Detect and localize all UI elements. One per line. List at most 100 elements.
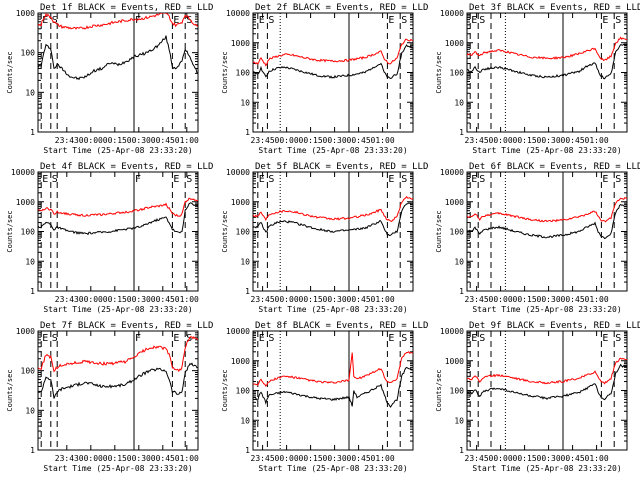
plot-frame xyxy=(37,171,199,292)
chart-title: Det 8f BLACK = Events, RED = LLD xyxy=(255,321,428,331)
series-line-lld xyxy=(467,357,627,385)
x-tick-label: 00:30 xyxy=(537,295,561,304)
y-tick-label: 100 xyxy=(450,387,465,396)
chart-panel-5: Det 5f BLACK = Events, RED = LLD 1 10 100 10… xyxy=(221,162,428,314)
marker-label: S xyxy=(615,174,621,185)
x-tick-label: 00:15 xyxy=(513,295,537,304)
marker-label: E xyxy=(388,15,394,26)
y-axis-label: Counts/sec xyxy=(435,51,443,93)
chart-title: Det 7f BLACK = Events, RED = LLD xyxy=(40,321,213,331)
x-tick-label: 00:30 xyxy=(127,295,151,304)
series-line-events xyxy=(38,202,198,236)
marker-label: S xyxy=(401,15,407,26)
x-tick-label: 00:30 xyxy=(323,136,347,145)
y-tick-label: 10 xyxy=(25,257,35,266)
marker-label: E xyxy=(259,333,265,344)
y-tick-label: 1 xyxy=(459,287,464,296)
x-tick-label: 01:00 xyxy=(175,295,199,304)
series-line-lld xyxy=(467,36,627,62)
chart-title: Det 3f BLACK = Events, RED = LLD xyxy=(469,3,640,13)
y-tick-label: 10000 xyxy=(226,9,250,18)
series-line-lld xyxy=(253,38,413,67)
chart-panel-3: Det 3f BLACK = Events, RED = LLD 1 10 100 10… xyxy=(435,3,640,155)
marker-label: S xyxy=(479,333,485,344)
x-tick-label: 00:00 xyxy=(275,454,299,463)
series-line-events xyxy=(253,44,413,80)
x-tick-label: 00:45 xyxy=(347,136,371,145)
x-tick-label: 23:45 xyxy=(251,295,275,304)
y-tick-label: 10 xyxy=(25,88,35,97)
series-line-lld xyxy=(38,335,198,373)
x-tick-label: 00:00 xyxy=(275,295,299,304)
chart-panel-6: Det 6f BLACK = Events, RED = LLD 1 10 100 10… xyxy=(435,162,640,314)
y-tick-label: 10000 xyxy=(440,168,464,177)
plot-frame xyxy=(37,330,199,451)
marker-label: S xyxy=(615,333,621,344)
y-tick-label: 100 xyxy=(236,69,251,78)
x-tick-label: 23:45 xyxy=(465,136,489,145)
plot-frame xyxy=(252,12,414,133)
y-tick-label: 100 xyxy=(21,49,36,58)
marker-label: S xyxy=(401,333,407,344)
y-axis-label: Counts/sec xyxy=(6,369,14,411)
chart-panel-1: Det 1f BLACK = Events, RED = LLD 1 10 100 10… xyxy=(6,3,213,155)
y-tick-label: 1 xyxy=(30,128,35,137)
y-tick-label: 1 xyxy=(459,446,464,455)
y-tick-label: 1 xyxy=(30,446,35,455)
x-tick-label: 01:00 xyxy=(371,295,395,304)
x-tick-label: 01:00 xyxy=(585,295,609,304)
marker-label: E xyxy=(602,174,608,185)
marker-label: E xyxy=(42,333,48,344)
y-tick-label: 1000 xyxy=(16,9,35,18)
y-tick-label: 100 xyxy=(450,228,465,237)
x-tick-label: 01:00 xyxy=(371,136,395,145)
series-line-events xyxy=(467,203,627,240)
y-axis-label: Counts/sec xyxy=(221,51,229,93)
x-tick-label: 23:45 xyxy=(251,454,275,463)
x-tick-label: 00:00 xyxy=(489,295,513,304)
y-tick-label: 1 xyxy=(459,128,464,137)
x-tick-label: 01:00 xyxy=(371,454,395,463)
x-tick-label: 00:00 xyxy=(489,136,513,145)
x-tick-label: 00:15 xyxy=(299,136,323,145)
y-tick-label: 10000 xyxy=(226,327,250,336)
y-tick-label: 1000 xyxy=(231,198,250,207)
series-line-events xyxy=(38,35,198,81)
marker-label: E xyxy=(173,174,179,185)
marker-label: S xyxy=(186,15,192,26)
x-tick-label: 23:43 xyxy=(55,295,79,304)
marker-label: S xyxy=(479,174,485,185)
y-tick-label: 1000 xyxy=(16,327,35,336)
series-line-events xyxy=(253,366,413,408)
plot-frame xyxy=(252,330,414,451)
series-line-events xyxy=(467,363,627,401)
y-axis-label: Counts/sec xyxy=(221,210,229,252)
series-line-lld xyxy=(253,195,413,222)
marker-label: E xyxy=(259,15,265,26)
y-tick-label: 10000 xyxy=(440,9,464,18)
y-tick-label: 10000 xyxy=(11,168,35,177)
y-tick-label: 100 xyxy=(21,228,36,237)
x-axis-label: Start Time (25-Apr-08 23:33:20) xyxy=(258,146,407,155)
x-tick-label: 00:00 xyxy=(489,454,513,463)
x-tick-label: 23:45 xyxy=(465,295,489,304)
y-tick-label: 1 xyxy=(30,287,35,296)
x-tick-label: 00:45 xyxy=(347,454,371,463)
x-tick-label: 00:30 xyxy=(127,454,151,463)
marker-label: E xyxy=(173,15,179,26)
y-axis-label: Counts/sec xyxy=(6,51,14,93)
y-tick-label: 10 xyxy=(240,257,250,266)
marker-label: E xyxy=(388,333,394,344)
chart-panel-8: Det 8f BLACK = Events, RED = LLD 1 10 100 10… xyxy=(221,321,428,473)
marker-label: S xyxy=(615,15,621,26)
y-tick-label: 100 xyxy=(21,367,36,376)
y-tick-label: 1000 xyxy=(445,198,464,207)
x-tick-label: 00:15 xyxy=(103,295,127,304)
marker-label: E xyxy=(471,174,477,185)
chart-title: Det 1f BLACK = Events, RED = LLD xyxy=(40,3,213,13)
series-line-lld xyxy=(38,197,198,217)
x-tick-label: 23:45 xyxy=(251,136,275,145)
y-tick-label: 10 xyxy=(240,98,250,107)
x-tick-label: 00:00 xyxy=(79,454,103,463)
x-tick-label: 01:00 xyxy=(585,136,609,145)
